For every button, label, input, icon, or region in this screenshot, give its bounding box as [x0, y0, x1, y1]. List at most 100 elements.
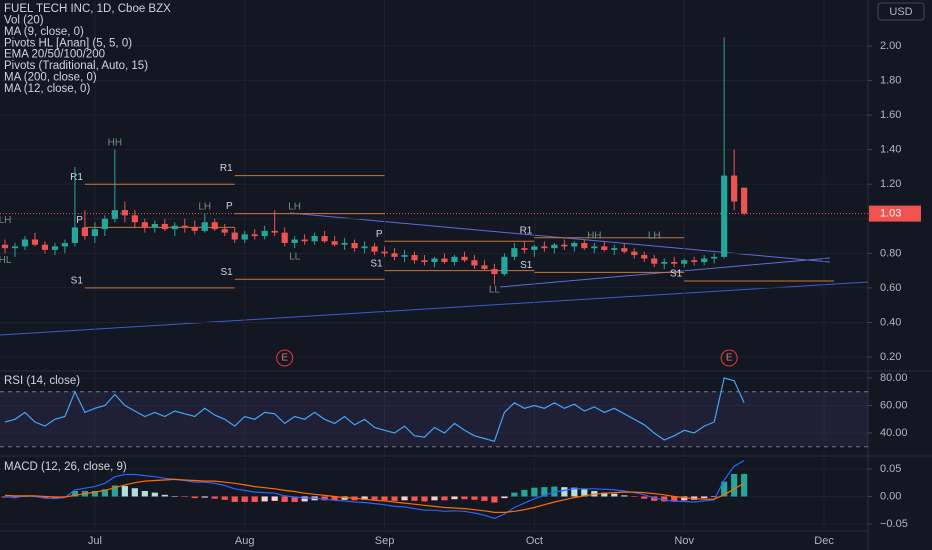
- candle-body: [461, 256, 468, 261]
- candle-body: [391, 253, 398, 257]
- earnings-marker: [720, 349, 738, 367]
- macd-histogram-bar: [501, 496, 508, 499]
- candle-body: [171, 225, 178, 230]
- macd-histogram-bar: [411, 496, 418, 501]
- macd-histogram-bar: [631, 496, 638, 498]
- candle-body: [101, 218, 108, 230]
- macd-histogram-bar: [41, 496, 49, 499]
- macd-histogram-bar: [21, 496, 29, 497]
- macd-histogram-bar: [461, 496, 468, 500]
- macd-line: [4, 460, 745, 520]
- candle-body: [511, 248, 518, 257]
- macd-histogram-bar: [641, 496, 648, 499]
- macd-histogram-bar: [511, 492, 518, 497]
- currency-label[interactable]: USD: [889, 6, 912, 18]
- candle-body: [241, 234, 248, 240]
- pane-title: MACD (12, 26, close, 9): [4, 461, 127, 473]
- candle-body: [411, 255, 418, 261]
- earnings-label: E: [726, 353, 733, 364]
- candle-body: [231, 232, 238, 240]
- earnings-marker: [276, 349, 294, 367]
- pivot-label: R1: [220, 163, 233, 174]
- indicator-legend: MA (200, close, 0): [4, 72, 97, 84]
- macd-histogram-bar: [261, 496, 268, 502]
- macd-histogram-bar: [91, 490, 98, 497]
- macd-histogram-bar: [201, 496, 208, 498]
- candle-body: [581, 242, 588, 249]
- macd-histogram-bar: [381, 496, 388, 501]
- candle-body: [541, 246, 548, 249]
- macd-histogram-bar: [191, 496, 198, 499]
- pivot-label: R1: [70, 172, 83, 183]
- candle-body: [271, 230, 278, 233]
- macd-histogram-bar: [581, 489, 588, 497]
- macd-histogram-bar: [721, 481, 728, 497]
- candle-body: [501, 256, 508, 275]
- y-tick-label: 40.00: [880, 427, 908, 439]
- pivot-label: P: [76, 215, 83, 226]
- macd-histogram-bar: [731, 473, 738, 497]
- candle-body: [51, 246, 59, 250]
- x-tick-label: Sep: [375, 535, 395, 547]
- candle-body: [281, 232, 288, 243]
- candle-body: [311, 236, 318, 242]
- candle-body: [31, 239, 39, 245]
- x-tick-label: Aug: [235, 535, 255, 547]
- candle-body: [61, 242, 69, 247]
- macd-histogram-bar: [111, 485, 118, 497]
- macd-histogram-bar: [291, 496, 298, 502]
- candle-body: [611, 248, 618, 250]
- candle-body: [21, 239, 29, 247]
- swing-label: LH: [0, 215, 11, 226]
- macd-histogram-bar: [391, 496, 398, 501]
- macd-histogram-bar: [241, 496, 248, 502]
- macd-histogram-bar: [211, 496, 218, 499]
- x-tick-label: Oct: [526, 535, 543, 547]
- candle-body: [521, 248, 528, 250]
- y-tick-label: 60.00: [880, 399, 908, 411]
- candle-body: [71, 227, 79, 243]
- macd-histogram-bar: [541, 487, 548, 497]
- macd-histogram-bar: [371, 496, 378, 500]
- candle-body: [431, 258, 438, 262]
- pivot-label: S1: [370, 258, 383, 269]
- y-tick-label: 0.05: [880, 463, 901, 475]
- macd-histogram-bar: [121, 486, 128, 497]
- candle-body: [221, 229, 228, 233]
- macd-histogram-bar: [251, 496, 258, 502]
- swing-label: LL: [489, 284, 501, 295]
- currency-button[interactable]: [877, 2, 925, 21]
- candle-body: [401, 255, 408, 257]
- macd-histogram-bar: [361, 496, 368, 500]
- pivot-label: P: [226, 201, 233, 212]
- earnings-label: E: [281, 353, 288, 364]
- candle-body: [181, 225, 188, 228]
- candle-body: [321, 236, 328, 242]
- legend: FUEL TECH INC, 1D, Cboe BZX: [4, 3, 171, 15]
- last-price-label: 1.03: [880, 208, 901, 220]
- macd-histogram-bar: [561, 487, 568, 497]
- candle-body: [381, 251, 388, 254]
- swing-label: LH: [648, 231, 661, 242]
- candle-body: [351, 242, 358, 249]
- candle-body: [201, 222, 208, 231]
- candle-body: [661, 261, 668, 264]
- candle-body: [591, 246, 598, 249]
- candle-body: [691, 260, 698, 262]
- macd-histogram-bar: [301, 496, 308, 502]
- candle-body: [601, 246, 608, 250]
- y-tick-label: 0.00: [880, 490, 901, 502]
- candle-body: [641, 255, 648, 259]
- candle-body: [151, 223, 158, 228]
- candle-body: [681, 260, 688, 264]
- candle-body: [481, 265, 488, 269]
- y-tick-label: 0.80: [880, 247, 901, 259]
- macd-histogram-bar: [471, 496, 478, 500]
- candle-body: [571, 242, 578, 247]
- macd-histogram-bar: [431, 496, 438, 501]
- y-tick-label: 80.00: [880, 372, 908, 384]
- macd-histogram-bar: [661, 496, 668, 502]
- candle-body: [11, 246, 19, 249]
- candle-body: [331, 241, 338, 245]
